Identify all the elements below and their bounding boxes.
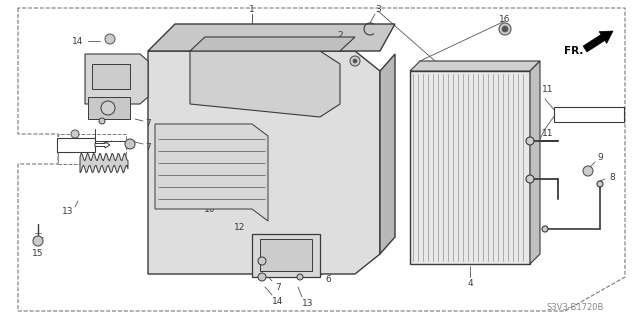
Bar xyxy=(58,134,126,164)
Text: 5: 5 xyxy=(90,143,96,152)
Text: B-17-30: B-17-30 xyxy=(570,110,609,119)
Bar xyxy=(260,239,312,271)
FancyBboxPatch shape xyxy=(554,107,624,122)
Circle shape xyxy=(353,59,357,63)
Text: 9: 9 xyxy=(597,152,603,161)
Circle shape xyxy=(33,236,43,246)
Text: 14: 14 xyxy=(72,36,84,46)
Polygon shape xyxy=(380,54,395,254)
Text: 8: 8 xyxy=(609,173,615,182)
Circle shape xyxy=(542,226,548,232)
Circle shape xyxy=(99,118,105,124)
Polygon shape xyxy=(80,153,128,173)
Text: 7: 7 xyxy=(275,283,281,292)
Text: 12: 12 xyxy=(234,222,246,232)
Polygon shape xyxy=(410,71,530,264)
Circle shape xyxy=(71,130,79,138)
Polygon shape xyxy=(148,51,380,274)
Text: 11: 11 xyxy=(542,130,554,138)
Text: 16: 16 xyxy=(499,14,511,24)
Bar xyxy=(88,97,130,119)
Text: 7: 7 xyxy=(145,118,151,128)
Polygon shape xyxy=(190,51,340,117)
Polygon shape xyxy=(190,37,355,51)
Text: FR.: FR. xyxy=(564,46,583,56)
Text: 2: 2 xyxy=(337,32,343,41)
Circle shape xyxy=(258,257,266,265)
FancyArrow shape xyxy=(95,142,110,148)
Text: 15: 15 xyxy=(32,249,44,258)
Text: 6: 6 xyxy=(325,275,331,284)
Polygon shape xyxy=(410,61,540,71)
Text: 13: 13 xyxy=(302,299,314,308)
Circle shape xyxy=(297,274,303,280)
Text: B-61: B-61 xyxy=(65,140,88,150)
Polygon shape xyxy=(148,24,395,51)
Text: 11: 11 xyxy=(542,85,554,93)
Circle shape xyxy=(350,56,360,66)
Circle shape xyxy=(125,139,135,149)
Circle shape xyxy=(499,23,511,35)
Polygon shape xyxy=(85,54,148,104)
Text: 11: 11 xyxy=(264,240,276,249)
Circle shape xyxy=(526,175,534,183)
Text: S3V3-B1720B: S3V3-B1720B xyxy=(547,302,604,311)
Circle shape xyxy=(101,101,115,115)
Polygon shape xyxy=(252,234,320,277)
Circle shape xyxy=(526,137,534,145)
Text: 1: 1 xyxy=(249,4,255,13)
Text: 3: 3 xyxy=(375,5,381,14)
Circle shape xyxy=(502,26,508,32)
Text: 7: 7 xyxy=(145,143,151,152)
Circle shape xyxy=(583,166,593,176)
Text: 13: 13 xyxy=(62,206,74,216)
Bar xyxy=(92,64,130,89)
Text: 4: 4 xyxy=(467,278,473,287)
Polygon shape xyxy=(530,61,540,264)
Text: 14: 14 xyxy=(272,296,284,306)
Circle shape xyxy=(105,34,115,44)
FancyArrow shape xyxy=(583,31,613,52)
FancyBboxPatch shape xyxy=(57,138,95,152)
Polygon shape xyxy=(155,124,268,221)
Circle shape xyxy=(258,273,266,281)
Text: 10: 10 xyxy=(204,204,216,213)
Circle shape xyxy=(597,181,603,187)
